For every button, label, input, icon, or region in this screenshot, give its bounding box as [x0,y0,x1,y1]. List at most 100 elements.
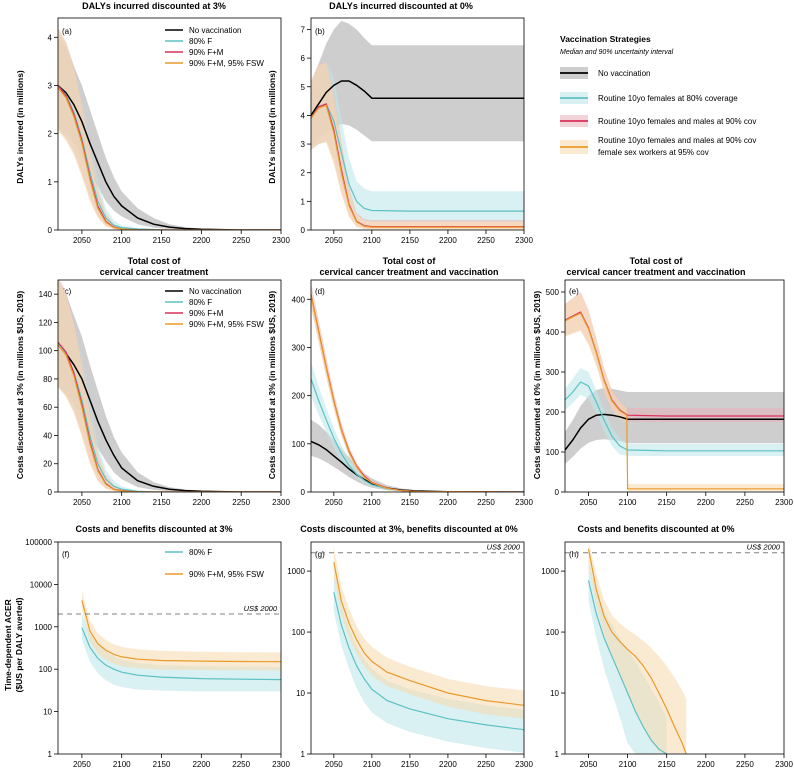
y-tick-label: 20 [43,460,52,469]
uncertainty-band-fsw [333,546,524,719]
x-tick-label: 2100 [363,498,381,507]
legend-label-f80: 80% F [189,298,212,307]
y-tick-label: 500 [546,288,560,297]
x-tick-label: 2250 [232,760,250,769]
x-tick-label: 2150 [401,498,419,507]
panel-b: DALYs incurred discounted at 0% DALYs in… [267,1,533,245]
series-line-f80 [333,592,524,731]
legend-label-novax: No vaccination [189,287,241,296]
y-tick-label: 0 [555,488,560,497]
panel-e-ylabel: Costs discounted at 0% (in millions $US,… [532,291,542,480]
plot-area [333,546,524,753]
plot-frame [310,279,525,493]
panel-g-label: (g) [315,550,325,559]
panel-g-title: Costs discounted at 3%, benefits discoun… [300,524,518,534]
y-tick-label: 1 [301,750,306,759]
y-tick-label: 1 [301,197,306,206]
panel-a-plot: 2050 2100 2150 2200 2250 2300 0 1 2 3 4 [48,17,290,245]
panel-d-label: (d) [315,287,325,296]
plot-area [311,282,524,492]
panel-e: Total cost of cervical cancer treatment … [532,256,793,507]
panel-c: Total cost of cervical cancer treatment … [15,256,290,507]
strategy-legend-label: Routine 10yo females at 80% coverage [598,94,738,103]
x-tick-label: 2050 [325,236,343,245]
y-tick-label: 1 [48,750,53,759]
x-tick-label: 2250 [736,498,754,507]
plot-frame [310,541,525,755]
strategy-legend-title: Vaccination Strategies [560,34,651,44]
y-tick-label: 100 [292,440,306,449]
x-tick-label: 2200 [439,760,457,769]
strategy-legend-label: Routine 10yo females and males at 90% co… [598,136,756,145]
x-tick-label: 2200 [439,236,457,245]
y-tick-label: 140 [39,290,53,299]
legend-label-fsw: 90% F+M, 95% FSW [189,320,264,329]
panel-f: Costs and benefits discounted at 3% Time… [3,524,290,769]
threshold-label: US$ 2000 [244,604,278,613]
x-tick-label: 2250 [232,498,250,507]
panel-g: Costs discounted at 3%, benefits discoun… [287,524,533,769]
plot-frame [310,17,525,231]
y-tick-label: 400 [292,295,306,304]
y-tick-label: 2 [48,130,53,139]
panel-h-plot: US$ 2000 2050 2100 2150 2200 2250 2300 1 10 100 10… [541,541,793,769]
panel-b-ylabel: DALYs incurred (in millions) [267,70,277,184]
uncertainty-band-f80 [311,61,524,222]
legend-label-f80: 80% F [189,548,212,557]
x-tick-label: 2300 [515,236,533,245]
x-tick-label: 2100 [113,760,131,769]
uncertainty-band-novax [58,37,281,230]
y-tick-label: 5 [301,83,306,92]
plot-area [587,542,687,754]
y-tick-label: 100 [39,665,53,674]
y-tick-label: 200 [546,408,560,417]
panel-d-ylabel: Costs discounted at 3% (in millions $US,… [267,291,277,480]
strategy-legend-label: Routine 10yo females and males at 90% co… [598,117,756,126]
panel-f-label: (f) [62,550,70,559]
panel-d-title-line2: cervical cancer treatment and vaccinatio… [319,267,498,277]
y-tick-label: 100 [292,628,306,637]
x-tick-label: 2100 [619,498,637,507]
legend-label-fm90: 90% F+M [189,48,224,57]
panel-e-plot: 2050 2100 2150 2200 2250 2300 0 100 200 300 400 500 [546,279,793,507]
plot-area [58,280,281,492]
uncertainty-band-fsw [588,542,687,754]
y-tick-label: 7 [301,25,306,34]
strategy-legend-item: Routine 10yo females and males at 90% co… [560,136,756,157]
x-tick-label: 2150 [401,236,419,245]
threshold-label: US$ 2000 [487,543,521,552]
panel-a-label: (a) [62,27,72,36]
x-tick-label: 2250 [232,236,250,245]
panel-c-title-line2: cervical cancer treatment [100,267,209,277]
plot-frame [564,279,785,493]
uncertainty-band-novax [311,20,524,147]
strategy-legend-item: Routine 10yo females at 80% coverage [560,92,738,104]
x-tick-label: 2200 [192,498,210,507]
x-tick-label: 2300 [515,760,533,769]
uncertainty-band-fsw [81,591,281,671]
y-tick-label: 100 [39,347,53,356]
panel-h-label: (h) [569,550,579,559]
x-tick-label: 2300 [515,498,533,507]
panel-b-label: (b) [315,27,325,36]
series-line-novax [58,84,281,230]
y-tick-label: 3 [48,81,53,90]
panel-d-title: Total cost of [383,256,437,266]
series-line-fsw [311,104,524,228]
series-line-fsw [587,548,687,754]
strategy-legend-subtitle: Median and 90% uncertainty interval [560,49,674,56]
x-tick-label: 2200 [697,760,715,769]
y-tick-label: 10000 [30,580,53,589]
x-tick-label: 2050 [325,760,343,769]
y-tick-label: 120 [39,318,53,327]
series-line-fsw [311,295,524,492]
panel-e-label: (e) [569,287,579,296]
x-tick-label: 2100 [363,760,381,769]
y-tick-label: 300 [292,343,306,352]
legend-label-f80: 80% F [189,37,212,46]
series-line-novax [565,413,784,451]
y-tick-label: 3 [301,140,306,149]
y-tick-label: 80 [43,375,52,384]
series-line-f80 [81,627,281,681]
